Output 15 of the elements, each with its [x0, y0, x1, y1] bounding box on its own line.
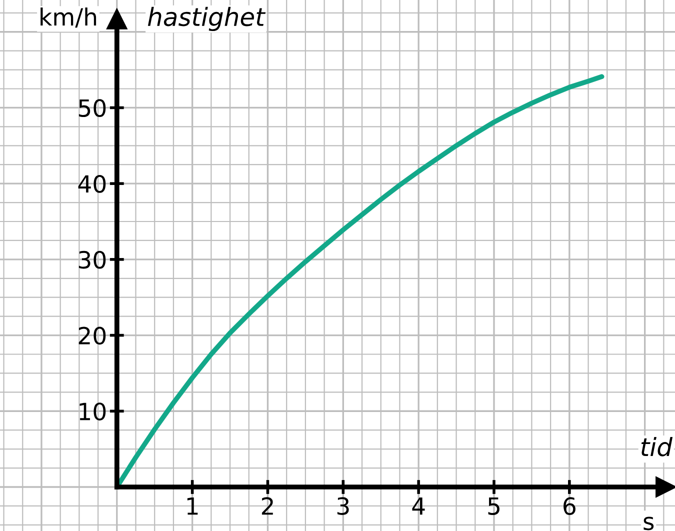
y-tick-label: 10	[80, 402, 106, 420]
annotation: km/h	[40, 8, 96, 28]
x-tick-label: 5	[488, 497, 500, 515]
x-axis-title: tid	[641, 436, 673, 456]
y-tick-label: 30	[78, 250, 106, 269]
x-tick-label: 6	[564, 497, 576, 515]
y-axis-title: hastighet	[148, 6, 266, 32]
x-tick-label: 4	[412, 497, 425, 515]
y-tick-label: 50	[78, 99, 106, 118]
x-tick-label: 1	[187, 497, 198, 515]
y-tick-label: 40	[78, 175, 106, 193]
y-tick-label: 20	[78, 326, 106, 345]
x-tick-label: 3	[337, 497, 349, 515]
annotation: s	[644, 516, 654, 530]
x-tick-label: 2	[262, 497, 273, 515]
